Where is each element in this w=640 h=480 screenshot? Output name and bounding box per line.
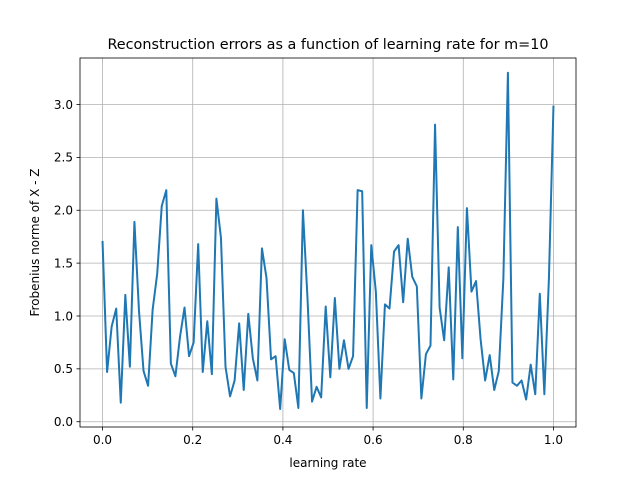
x-tick-label: 0.6 bbox=[364, 433, 383, 447]
chart-title: Reconstruction errors as a function of l… bbox=[107, 37, 548, 53]
series-line bbox=[101, 71, 555, 411]
x-tick-label: 0.4 bbox=[273, 433, 292, 447]
x-tick-label: 0.0 bbox=[93, 433, 112, 447]
y-tick-label: 2.0 bbox=[54, 204, 73, 218]
y-tick-label: 1.5 bbox=[54, 256, 73, 270]
y-tick-label: 1.0 bbox=[54, 309, 73, 323]
y-tick-label: 0.5 bbox=[54, 362, 73, 376]
x-axis-label: learning rate bbox=[289, 456, 366, 470]
x-tick-label: 0.8 bbox=[454, 433, 473, 447]
x-tick-label: 1.0 bbox=[544, 433, 563, 447]
axis-ticks: 0.0 0.2 0.4 0.6 0.8 1.0 0.0 0.5 1.0 1.5 2.0 2.5 3.0 bbox=[54, 98, 563, 447]
y-tick-label: 3.0 bbox=[54, 98, 73, 112]
plot-frame bbox=[79, 57, 577, 428]
y-tick-label: 0.0 bbox=[54, 415, 73, 429]
x-tick-label: 0.2 bbox=[183, 433, 202, 447]
y-tick-label: 2.5 bbox=[54, 151, 73, 165]
y-axis-label: Frobenius norme of X - Z bbox=[28, 169, 42, 317]
